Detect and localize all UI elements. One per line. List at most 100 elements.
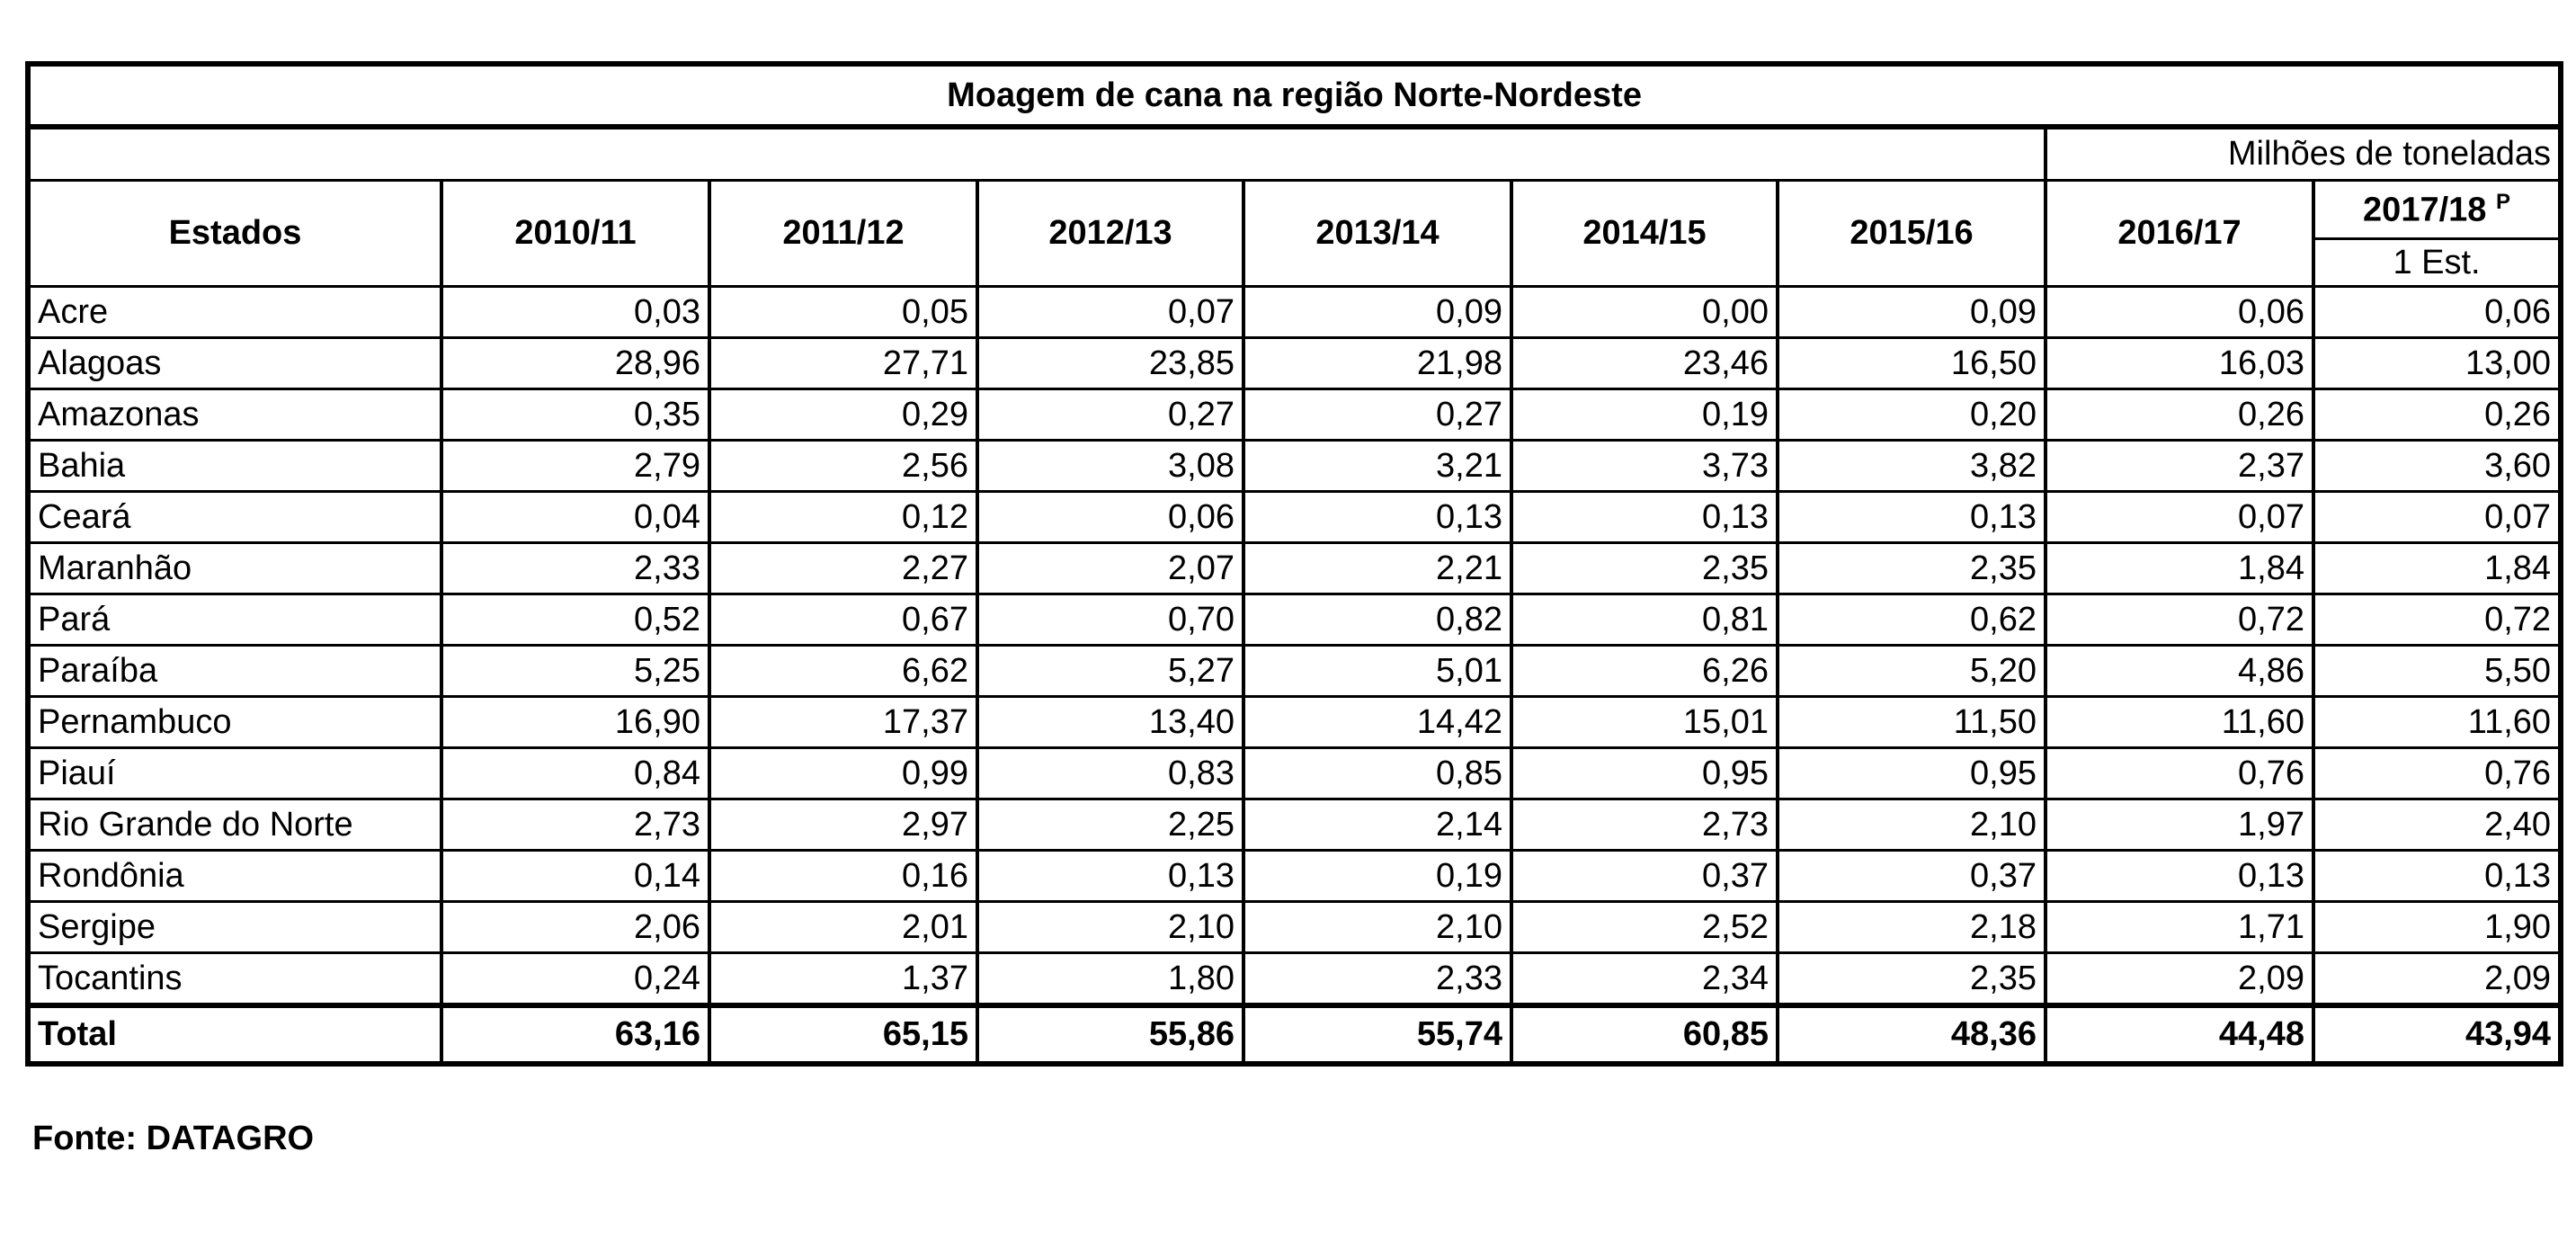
data-row: Tocantins 0,24 1,37 1,80 2,33 2,34 2,35 2,09 2,0… xyxy=(26,951,2563,1007)
value-cell: 15,01 xyxy=(1510,695,1779,749)
header-cell: 2010/11 xyxy=(440,179,711,288)
value-cell: 0,82 xyxy=(1242,593,1513,647)
value-cell: 6,62 xyxy=(708,644,979,698)
total-row: Total 63,16 65,15 55,86 55,74 60,85 48,36 44,48… xyxy=(26,1003,2563,1066)
value-cell: 14,42 xyxy=(1242,695,1513,749)
value-cell: 0,24 xyxy=(440,951,711,1007)
value-cell: 1,84 xyxy=(2311,541,2563,595)
value-cell: 0,19 xyxy=(1510,388,1779,442)
value-cell: 0,67 xyxy=(708,593,979,647)
value-cell: 0,27 xyxy=(976,388,1245,442)
label-cell: Sergipe xyxy=(26,900,443,954)
value-cell: 2,35 xyxy=(1776,951,2047,1007)
header-cell: 2013/14 xyxy=(1242,179,1513,288)
value-cell: 3,60 xyxy=(2311,439,2563,493)
value-cell: 2,10 xyxy=(1242,900,1513,954)
value-cell: 0,62 xyxy=(1776,593,2047,647)
value-cell: 0,52 xyxy=(440,593,711,647)
value-cell: 2,07 xyxy=(976,541,1245,595)
value-cell: 0,00 xyxy=(1510,285,1779,339)
data-row: Pará 0,52 0,67 0,70 0,82 0,81 0,62 0,72 0,72 xyxy=(26,593,2563,647)
data-row: Paraíba 5,25 6,62 5,27 5,01 6,26 5,20 4,86 5,50 xyxy=(26,644,2563,698)
label-cell: Ceará xyxy=(26,490,443,544)
value-cell: 0,26 xyxy=(2311,388,2563,442)
value-cell: 2,01 xyxy=(708,900,979,954)
header-row: 1 Est. xyxy=(28,237,2563,288)
data-row: Pernambuco 16,90 17,37 13,40 14,42 15,01 11,50… xyxy=(26,695,2563,749)
value-cell: 0,06 xyxy=(976,490,1245,544)
value-cell: 11,60 xyxy=(2044,695,2315,749)
value-cell: 2,35 xyxy=(1776,541,2047,595)
label-cell: Amazonas xyxy=(26,388,443,442)
value-cell: 0,84 xyxy=(440,746,711,800)
label-cell: Paraíba xyxy=(26,644,443,698)
value-cell: 1,97 xyxy=(2044,798,2315,852)
value-cell: 0,95 xyxy=(1510,746,1779,800)
value-cell: 0,13 xyxy=(1776,490,2047,544)
table-body: Acre 0,03 0,05 0,07 0,09 0,00 0,09 0,06 0,06 Alag… xyxy=(26,285,2563,1066)
value-cell: 0,09 xyxy=(1242,285,1513,339)
value-cell: 23,85 xyxy=(976,336,1245,390)
label-cell: Piauí xyxy=(26,746,443,800)
value-cell: 0,76 xyxy=(2044,746,2315,800)
value-cell: 60,85 xyxy=(1510,1003,1779,1066)
data-row: Sergipe 2,06 2,01 2,10 2,10 2,52 2,18 1,71 1,90 xyxy=(26,900,2563,954)
value-cell: 2,35 xyxy=(1510,541,1779,595)
value-cell: 0,03 xyxy=(440,285,711,339)
label-cell: Bahia xyxy=(26,439,443,493)
value-cell: 2,25 xyxy=(976,798,1245,852)
value-cell: 2,10 xyxy=(1776,798,2047,852)
value-cell: 2,09 xyxy=(2044,951,2315,1007)
label-cell: Maranhão xyxy=(26,541,443,595)
value-cell: 0,07 xyxy=(2311,490,2563,544)
header-cell: 2014/15 xyxy=(1510,179,1779,288)
header-row: Estados 2010/11 2011/12 2012/13 2013/14 2014/… xyxy=(26,179,2563,288)
data-row: Ceará 0,04 0,12 0,06 0,13 0,13 0,13 0,07 0,07 xyxy=(26,490,2563,544)
value-cell: 0,13 xyxy=(2311,849,2563,903)
value-cell: 16,50 xyxy=(1776,336,2047,390)
value-cell: 0,04 xyxy=(440,490,711,544)
value-cell: 0,13 xyxy=(1510,490,1779,544)
value-cell: 3,82 xyxy=(1776,439,2047,493)
value-cell: 3,73 xyxy=(1510,439,1779,493)
value-cell: 5,27 xyxy=(976,644,1245,698)
value-cell: 0,07 xyxy=(2044,490,2315,544)
unit: Milhões de toneladas xyxy=(2043,125,2563,182)
value-cell: 23,46 xyxy=(1510,336,1779,390)
label-cell: Acre xyxy=(26,285,443,339)
value-cell: 4,86 xyxy=(2044,644,2315,698)
value-cell: 0,09 xyxy=(1776,285,2047,339)
value-cell: 1,71 xyxy=(2044,900,2315,954)
value-cell: 17,37 xyxy=(708,695,979,749)
value-cell: 0,14 xyxy=(440,849,711,903)
value-cell: 0,06 xyxy=(2044,285,2315,339)
value-cell: 21,98 xyxy=(1242,336,1513,390)
value-cell: 0,27 xyxy=(1242,388,1513,442)
value-cell: 3,21 xyxy=(1242,439,1513,493)
value-cell: 0,99 xyxy=(708,746,979,800)
data-row: Amazonas 0,35 0,29 0,27 0,27 0,19 0,20 0,26 0,26 xyxy=(26,388,2563,442)
value-cell: 1,80 xyxy=(976,951,1245,1007)
value-cell: 11,60 xyxy=(2311,695,2563,749)
data-row: Alagoas 28,96 27,71 23,85 21,98 23,46 16,50 16,… xyxy=(26,336,2563,390)
value-cell: 0,35 xyxy=(440,388,711,442)
value-cell: 0,20 xyxy=(1776,388,2047,442)
value-cell: 2,06 xyxy=(440,900,711,954)
value-cell: 0,29 xyxy=(708,388,979,442)
value-cell: 2,33 xyxy=(440,541,711,595)
value-cell: 0,76 xyxy=(2311,746,2563,800)
value-cell: 0,05 xyxy=(708,285,979,339)
label-cell: Rondônia xyxy=(26,849,443,903)
value-cell: 1,37 xyxy=(708,951,979,1007)
value-cell: 0,13 xyxy=(976,849,1245,903)
data-row: Rondônia 0,14 0,16 0,13 0,19 0,37 0,37 0,13 0,13 xyxy=(26,849,2563,903)
value-cell: 2,40 xyxy=(2311,798,2563,852)
title: Moagem de cana na região Norte-Nordeste xyxy=(25,62,2563,129)
value-cell: 11,50 xyxy=(1776,695,2047,749)
value-cell: 63,16 xyxy=(440,1003,711,1066)
value-cell: 2,73 xyxy=(1510,798,1779,852)
value-cell: 0,81 xyxy=(1510,593,1779,647)
data-row: Rio Grande do Norte 2,73 2,97 2,25 2,14 2,73 2… xyxy=(26,798,2563,852)
empty-cell xyxy=(26,125,2047,182)
value-cell: 0,70 xyxy=(976,593,1245,647)
